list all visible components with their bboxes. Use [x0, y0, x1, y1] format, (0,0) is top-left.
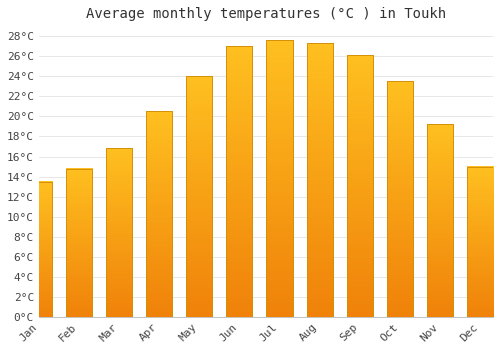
- Bar: [467, 167, 493, 317]
- Bar: [106, 148, 132, 317]
- Bar: [266, 40, 292, 317]
- Bar: [186, 76, 212, 317]
- Bar: [146, 111, 172, 317]
- Bar: [66, 169, 92, 317]
- Bar: [427, 125, 453, 317]
- Bar: [306, 43, 332, 317]
- Bar: [467, 167, 493, 317]
- Bar: [346, 55, 372, 317]
- Bar: [387, 82, 413, 317]
- Bar: [26, 182, 52, 317]
- Bar: [346, 55, 372, 317]
- Bar: [146, 111, 172, 317]
- Bar: [66, 169, 92, 317]
- Title: Average monthly temperatures (°C ) in Toukh: Average monthly temperatures (°C ) in To…: [86, 7, 446, 21]
- Bar: [226, 46, 252, 317]
- Bar: [427, 125, 453, 317]
- Bar: [26, 182, 52, 317]
- Bar: [226, 46, 252, 317]
- Bar: [186, 76, 212, 317]
- Bar: [387, 82, 413, 317]
- Bar: [306, 43, 332, 317]
- Bar: [266, 40, 292, 317]
- Bar: [106, 148, 132, 317]
